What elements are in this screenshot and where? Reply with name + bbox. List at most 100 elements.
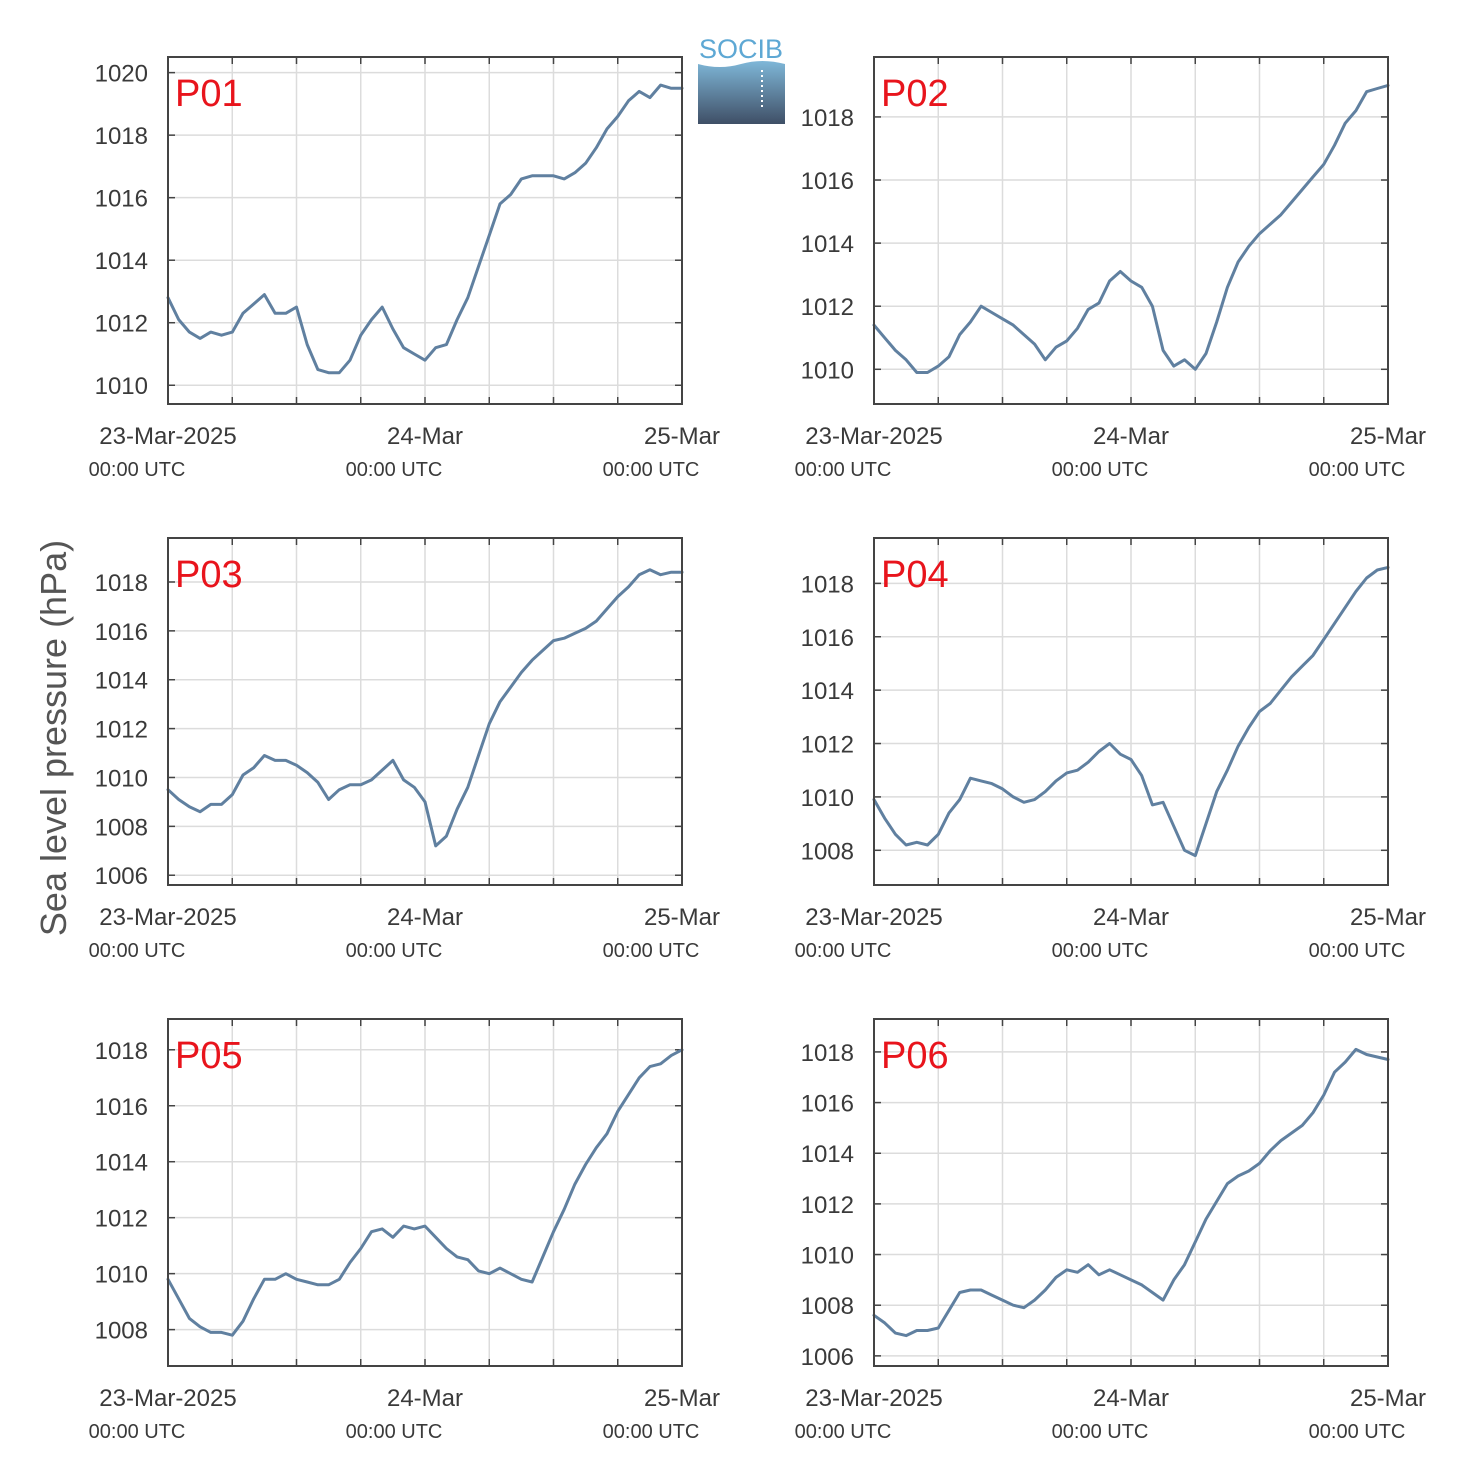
y-tick-label: 1006 bbox=[801, 1344, 854, 1371]
panel-p04: 1008 1010 1012 1014 1016 1018 23-Mar-2025 00:00… bbox=[795, 537, 1426, 962]
x-tick-label: 23-Mar-2025 bbox=[99, 1385, 236, 1412]
y-tick-label: 1018 bbox=[95, 570, 148, 597]
y-tick-label: 1018 bbox=[801, 1040, 854, 1067]
axes-frame bbox=[167, 537, 683, 886]
panel-p02: 1010 1012 1014 1016 1018 23-Mar-2025 00:00 UTC… bbox=[795, 56, 1426, 481]
panels: 1010 1012 1014 1016 1018 1020 23-Mar-2025 00:00… bbox=[89, 56, 1426, 1443]
x-tick-sublabel: 00:00 UTC bbox=[603, 1421, 700, 1443]
x-tick-label: 23-Mar-2025 bbox=[99, 904, 236, 931]
x-tick-sublabel: 00:00 UTC bbox=[795, 1421, 892, 1443]
axes-frame bbox=[873, 1018, 1389, 1367]
x-tick-label: 23-Mar-2025 bbox=[805, 904, 942, 931]
x-tick-label: 24-Mar bbox=[1093, 904, 1169, 931]
x-tick-sublabel: 00:00 UTC bbox=[89, 459, 186, 481]
axes-frame bbox=[873, 56, 1389, 405]
y-axis-label: Sea level pressure (hPa) bbox=[33, 540, 74, 936]
y-tick-label: 1010 bbox=[95, 373, 148, 400]
x-tick-label: 25-Mar bbox=[644, 423, 720, 450]
y-tick-label: 1014 bbox=[95, 1150, 148, 1177]
y-tick-label: 1016 bbox=[801, 1091, 854, 1118]
panel-label: P01 bbox=[175, 73, 243, 115]
panel-label: P04 bbox=[881, 554, 949, 596]
y-tick-label: 1008 bbox=[95, 1318, 148, 1345]
x-tick-sublabel: 00:00 UTC bbox=[1052, 459, 1149, 481]
x-tick-label: 24-Mar bbox=[387, 423, 463, 450]
axes-frame bbox=[167, 1018, 683, 1367]
pressure-series-line bbox=[166, 83, 684, 375]
x-tick-label: 24-Mar bbox=[387, 904, 463, 931]
y-tick-label: 1014 bbox=[801, 678, 854, 705]
panel-p03: 1006 1008 1010 1012 1014 1016 1018 23-Mar-2025 0… bbox=[89, 537, 720, 962]
y-tick-label: 1012 bbox=[95, 311, 148, 338]
socib-logo: SOCIB bbox=[698, 34, 785, 124]
y-tick-label: 1020 bbox=[95, 61, 148, 88]
y-tick-label: 1018 bbox=[801, 571, 854, 598]
x-tick-label: 23-Mar-2025 bbox=[99, 423, 236, 450]
x-tick-label: 24-Mar bbox=[387, 1385, 463, 1412]
x-tick-label: 25-Mar bbox=[644, 1385, 720, 1412]
y-tick-label: 1014 bbox=[801, 1141, 854, 1168]
y-tick-label: 1012 bbox=[801, 732, 854, 759]
axes-frame bbox=[873, 537, 1389, 886]
y-tick-label: 1008 bbox=[801, 838, 854, 865]
pressure-series-line bbox=[166, 568, 684, 848]
pressure-series-line bbox=[872, 1047, 1390, 1338]
socib-logo-mark bbox=[698, 61, 785, 124]
x-tick-label: 24-Mar bbox=[1093, 1385, 1169, 1412]
y-tick-label: 1008 bbox=[801, 1293, 854, 1320]
y-tick-label: 1016 bbox=[95, 619, 148, 646]
pressure-series-line bbox=[872, 565, 1390, 858]
y-tick-label: 1010 bbox=[95, 1262, 148, 1289]
x-tick-label: 24-Mar bbox=[1093, 423, 1169, 450]
y-tick-label: 1016 bbox=[801, 625, 854, 652]
pressure-series-line bbox=[166, 1048, 684, 1337]
x-tick-sublabel: 00:00 UTC bbox=[89, 1421, 186, 1443]
y-tick-label: 1006 bbox=[95, 863, 148, 890]
y-tick-label: 1018 bbox=[95, 123, 148, 150]
axes-frame bbox=[167, 56, 683, 405]
x-tick-label: 23-Mar-2025 bbox=[805, 423, 942, 450]
x-tick-label: 25-Mar bbox=[1350, 904, 1426, 931]
y-tick-label: 1010 bbox=[95, 765, 148, 792]
panel-label: P03 bbox=[175, 554, 243, 596]
x-tick-sublabel: 00:00 UTC bbox=[603, 940, 700, 962]
y-tick-label: 1016 bbox=[801, 168, 854, 195]
y-tick-label: 1010 bbox=[801, 785, 854, 812]
x-tick-sublabel: 00:00 UTC bbox=[346, 459, 443, 481]
x-tick-sublabel: 00:00 UTC bbox=[1309, 1421, 1406, 1443]
x-tick-sublabel: 00:00 UTC bbox=[346, 1421, 443, 1443]
panel-p05: 1008 1010 1012 1014 1016 1018 23-Mar-2025 00:00… bbox=[89, 1018, 720, 1443]
x-tick-sublabel: 00:00 UTC bbox=[1052, 940, 1149, 962]
y-tick-label: 1010 bbox=[801, 357, 854, 384]
x-tick-sublabel: 00:00 UTC bbox=[1309, 459, 1406, 481]
y-tick-label: 1018 bbox=[95, 1038, 148, 1065]
panel-label: P05 bbox=[175, 1035, 243, 1077]
y-tick-label: 1012 bbox=[801, 294, 854, 321]
y-tick-label: 1008 bbox=[95, 814, 148, 841]
y-tick-label: 1016 bbox=[95, 1094, 148, 1121]
y-tick-label: 1014 bbox=[95, 668, 148, 695]
y-tick-label: 1010 bbox=[801, 1243, 854, 1270]
y-tick-label: 1012 bbox=[95, 717, 148, 744]
y-tick-label: 1012 bbox=[801, 1192, 854, 1219]
y-tick-label: 1014 bbox=[95, 248, 148, 275]
x-tick-sublabel: 00:00 UTC bbox=[795, 459, 892, 481]
x-tick-sublabel: 00:00 UTC bbox=[795, 940, 892, 962]
pressure-series-line bbox=[872, 83, 1390, 374]
x-tick-sublabel: 00:00 UTC bbox=[346, 940, 443, 962]
x-tick-sublabel: 00:00 UTC bbox=[1309, 940, 1406, 962]
socib-logo-text: SOCIB bbox=[699, 34, 783, 64]
x-tick-label: 25-Mar bbox=[644, 904, 720, 931]
panel-label: P06 bbox=[881, 1035, 949, 1077]
x-tick-label: 25-Mar bbox=[1350, 1385, 1426, 1412]
panel-p06: 1006 1008 1010 1012 1014 1016 1018 23-Mar-2025 0… bbox=[795, 1018, 1426, 1443]
y-tick-label: 1016 bbox=[95, 186, 148, 213]
panel-p01: 1010 1012 1014 1016 1018 1020 23-Mar-2025 00:00… bbox=[89, 56, 720, 481]
x-tick-sublabel: 00:00 UTC bbox=[1052, 1421, 1149, 1443]
x-tick-sublabel: 00:00 UTC bbox=[89, 940, 186, 962]
y-tick-label: 1018 bbox=[801, 105, 854, 132]
panel-label: P02 bbox=[881, 73, 949, 115]
y-tick-label: 1012 bbox=[95, 1206, 148, 1233]
x-tick-sublabel: 00:00 UTC bbox=[603, 459, 700, 481]
